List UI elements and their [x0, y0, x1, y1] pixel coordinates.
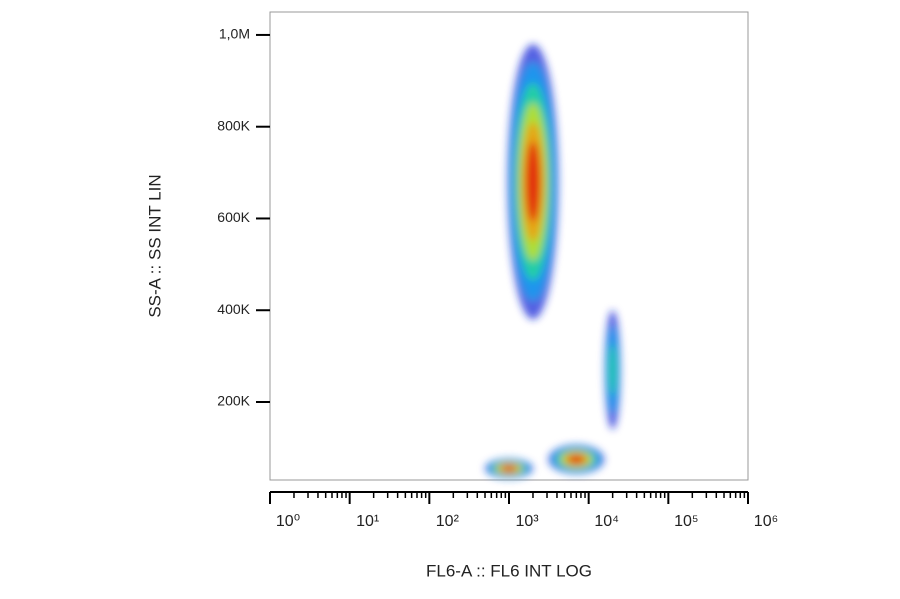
y-tick-label: 400K	[217, 301, 250, 317]
x-tick-label: 10⁶	[754, 513, 778, 530]
density-level	[568, 455, 585, 464]
density-level	[502, 465, 516, 472]
density-level	[609, 344, 617, 396]
density-level	[525, 141, 541, 222]
x-tick-label: 10⁴	[594, 513, 619, 530]
x-tick-label: 10⁵	[674, 513, 698, 530]
density-layer	[485, 44, 621, 479]
y-axis-label: SS-A :: SS INT LIN	[145, 174, 164, 317]
y-tick-label: 200K	[217, 393, 250, 409]
x-tick-label: 10²	[436, 513, 460, 530]
x-axis-label: FL6-A :: FL6 INT LOG	[426, 561, 592, 580]
y-tick-label: 600K	[217, 209, 250, 225]
y-tick-label: 800K	[217, 117, 250, 133]
x-tick-label: 10⁰	[276, 513, 300, 530]
plot-frame	[269, 11, 749, 481]
y-tick-label: 1,0M	[219, 26, 250, 42]
x-tick-label: 10¹	[356, 513, 379, 530]
x-tick-label: 10³	[515, 513, 539, 530]
